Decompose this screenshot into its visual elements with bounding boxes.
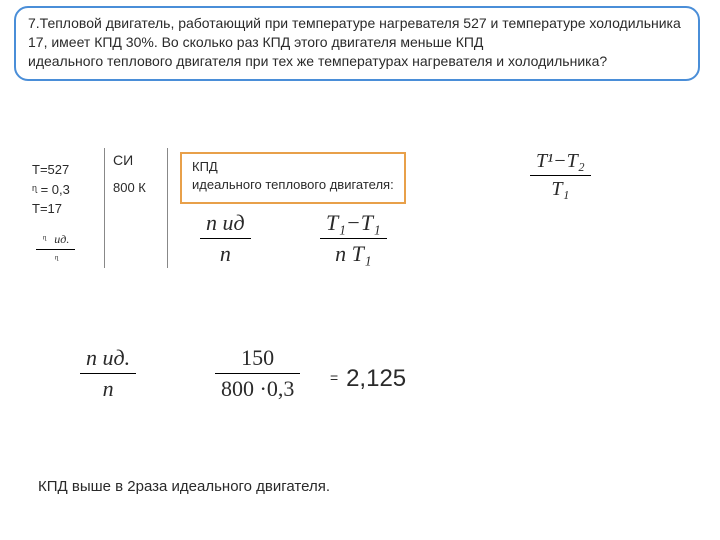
formula-den: T₁ — [530, 176, 591, 201]
given-values: T=527 ᶯ = 0,3 T=17 — [32, 160, 70, 219]
formula-ideal-kpd: T¹−T₂ T₁ — [530, 150, 591, 201]
ratio-bot: ᶯ — [36, 250, 75, 267]
mid2-den: n T₁ — [320, 239, 387, 267]
ratio-top-id: ид. — [54, 232, 69, 246]
si-heading: СИ — [113, 152, 159, 168]
kpd-ideal-box: КПД идеального теплового двигателя: — [180, 152, 406, 204]
si-value: 800 К — [113, 180, 159, 195]
problem-text-1: 7.Тепловой двигатель, работающий при тем… — [28, 15, 681, 50]
ratio-query: ᶯ ид. ᶯ — [36, 232, 75, 267]
mid2-num: T₁−T₁ — [320, 210, 387, 239]
botm-num: 150 — [215, 345, 300, 374]
kpd-line1: КПД — [192, 159, 218, 174]
si-units-block: СИ 800 К — [104, 148, 168, 268]
mid1-num: n ид — [200, 210, 251, 239]
conclusion-text: КПД выше в 2раза идеального двигателя. — [38, 478, 330, 495]
result: = 2,125 — [330, 365, 406, 393]
given-eta: ᶯ = 0,3 — [32, 180, 70, 200]
given-t2: T=17 — [32, 199, 70, 219]
kpd-line2: идеального теплового двигателя: — [192, 177, 394, 192]
equals-sign: = — [330, 370, 338, 386]
formula-num: T¹−T₂ — [530, 150, 591, 176]
result-value: 2,125 — [346, 365, 406, 392]
given-t1: T=527 — [32, 160, 70, 180]
bottom-fraction-numeric: 150 800 ·0,3 — [215, 345, 300, 402]
middle-fraction-1: n ид n — [200, 210, 251, 267]
bottom-fraction-symbolic: n ид. n — [80, 345, 136, 402]
problem-text-2: идеального теплового двигателя при тех ж… — [28, 53, 607, 69]
ratio-top-n: ᶯ — [42, 232, 45, 246]
mid1-den: n — [200, 239, 251, 267]
botl-den: n — [80, 374, 136, 402]
botl-num: n ид. — [80, 345, 136, 374]
problem-statement: 7.Тепловой двигатель, работающий при тем… — [14, 6, 700, 81]
botm-den: 800 ·0,3 — [215, 374, 300, 402]
middle-fraction-2: T₁−T₁ n T₁ — [320, 210, 387, 267]
